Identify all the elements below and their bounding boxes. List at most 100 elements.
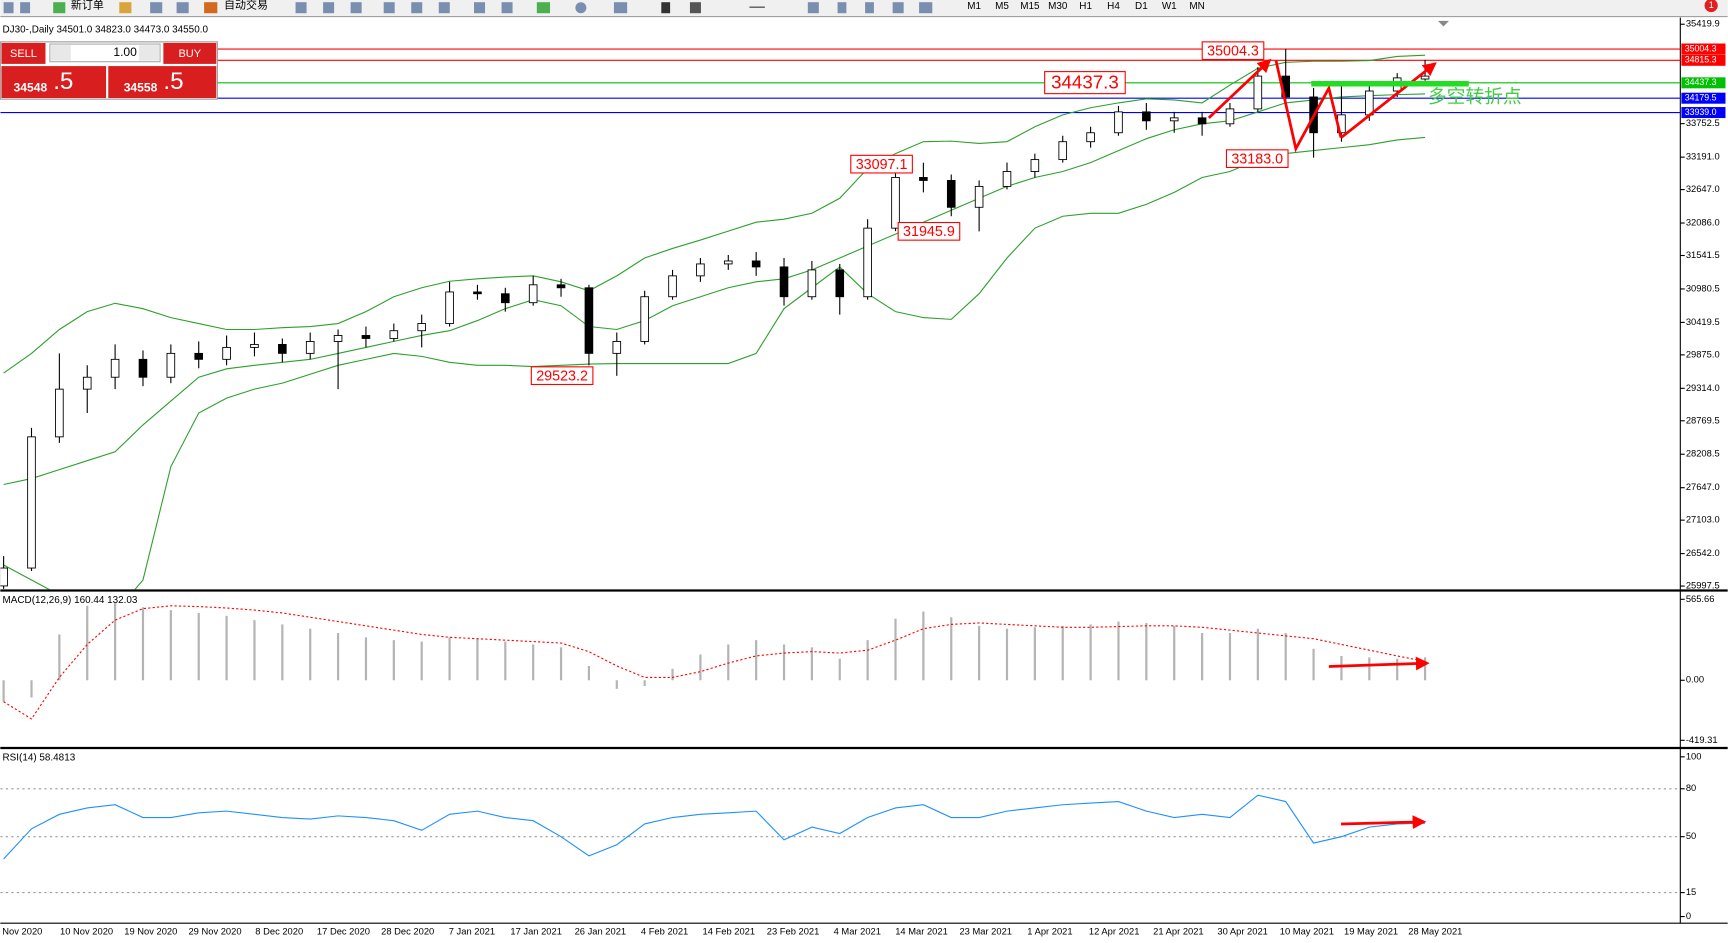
level-label-bg	[1681, 43, 1726, 55]
ask-main: 34558	[124, 80, 158, 94]
icon[interactable]	[661, 2, 671, 14]
lot-input[interactable]	[49, 43, 161, 63]
y-tick-label: 32086.0	[1686, 217, 1720, 227]
x-tick-label: 4 Feb 2021	[641, 926, 688, 936]
timeframe-button[interactable]: M5	[995, 1, 1009, 12]
x-tick-label: 4 Mar 2021	[834, 926, 881, 936]
candle-body	[528, 284, 538, 304]
macd-bar	[1396, 658, 1399, 681]
icon[interactable]	[919, 2, 933, 14]
timeframe-button[interactable]: H1	[1079, 1, 1092, 12]
icon[interactable]	[119, 2, 132, 14]
lot-up[interactable]	[139, 45, 159, 61]
dropdown-arrow[interactable]	[1437, 20, 1449, 27]
icon[interactable]	[350, 2, 362, 14]
timeframe-button[interactable]: MN	[1189, 1, 1204, 12]
icon[interactable]	[438, 2, 450, 14]
macd-bar	[364, 637, 368, 681]
timeframe-button[interactable]: M30	[1048, 1, 1068, 12]
icon[interactable]	[474, 2, 486, 14]
icon[interactable]	[383, 2, 395, 14]
icon[interactable]	[575, 2, 587, 14]
macd-arrow	[1328, 656, 1430, 671]
x-tick-label: 17 Jan 2021	[510, 926, 562, 936]
icon[interactable]	[749, 6, 765, 8]
candle-body	[835, 269, 845, 298]
candle-body	[278, 343, 287, 354]
toolbar-auto-trading[interactable]: 自动交易	[224, 0, 268, 11]
candle-body	[1002, 171, 1012, 187]
icon[interactable]	[176, 2, 189, 14]
icon[interactable]	[865, 2, 874, 14]
icon[interactable]	[536, 2, 551, 14]
candle-body	[807, 269, 817, 298]
icon[interactable]	[3, 2, 14, 14]
trade-panel: SELL 1.00 BUY 34548 .5 34558 .5	[0, 41, 218, 100]
macd-bar	[587, 665, 591, 681]
macd-bar	[532, 644, 535, 681]
bid-box[interactable]	[1, 66, 107, 99]
timeframe-button[interactable]: M15	[1020, 1, 1040, 12]
sell-button[interactable]	[1, 42, 46, 64]
icon[interactable]	[501, 2, 513, 14]
candle-body	[222, 346, 231, 360]
toolbar-new-order[interactable]: 新订单	[71, 0, 104, 11]
y-tick-label: 80	[1686, 783, 1696, 793]
rsi-arrow	[1340, 815, 1427, 829]
macd-bar	[1340, 655, 1343, 681]
icon[interactable]	[53, 2, 66, 14]
macd-bar	[1033, 627, 1036, 681]
lot-down[interactable]	[50, 45, 71, 61]
x-tick-label: 19 Nov 2020	[124, 926, 177, 936]
trend-arrow	[1340, 62, 1437, 139]
candle-body	[445, 291, 454, 325]
y-tick-label: 27647.0	[1686, 482, 1720, 492]
timeframe-button[interactable]: W1	[1162, 1, 1177, 12]
macd-bar	[392, 640, 395, 681]
level-label: 34179.5	[1685, 93, 1717, 103]
bid-main: 34548	[14, 80, 48, 94]
toolbar	[0, 0, 1728, 17]
timeframe-button[interactable]: H4	[1107, 1, 1120, 12]
macd-bar	[810, 647, 813, 681]
macd-bar	[2, 680, 5, 702]
icon[interactable]	[295, 2, 307, 14]
icon[interactable]	[150, 2, 163, 14]
y-tick-label: 27103.0	[1686, 515, 1720, 525]
y-tick-label: 15	[1686, 887, 1696, 897]
icon[interactable]	[892, 2, 904, 14]
macd-bar	[1200, 633, 1204, 681]
timeframe-button[interactable]: M1	[967, 1, 981, 12]
x-tick-label: 8 Dec 2020	[255, 926, 303, 936]
icon[interactable]	[204, 2, 218, 14]
icon[interactable]	[613, 2, 628, 14]
candle-body	[1142, 111, 1151, 122]
icon[interactable]	[689, 2, 701, 14]
candle-body	[919, 177, 928, 181]
candle-body	[612, 341, 622, 354]
icon[interactable]	[323, 2, 335, 14]
y-tick-label: 35419.9	[1686, 19, 1720, 29]
macd-bar	[1089, 624, 1092, 681]
candle-body	[1169, 117, 1179, 122]
price-callout-text: 33097.1	[856, 157, 908, 173]
macd-bar	[1173, 625, 1176, 681]
x-tick-label: 17 Dec 2020	[317, 926, 370, 936]
icon[interactable]	[807, 2, 819, 14]
notification-badge[interactable]	[1704, 0, 1718, 13]
icon[interactable]	[20, 2, 31, 14]
ask-box[interactable]	[108, 66, 217, 99]
x-tick-label: 23 Mar 2021	[959, 926, 1012, 936]
sell-label[interactable]: SELL	[10, 48, 37, 60]
price-callout	[1044, 71, 1126, 95]
timeframe-button[interactable]: D1	[1135, 1, 1148, 12]
icon[interactable]	[411, 2, 423, 14]
candle-body	[110, 358, 120, 378]
buy-button[interactable]	[163, 42, 217, 64]
icon[interactable]	[837, 2, 847, 14]
price-callout-text: 31945.9	[903, 224, 955, 240]
x-tick-label: 28 Dec 2020	[381, 926, 434, 936]
lot-value[interactable]: 1.00	[113, 45, 137, 59]
buy-label[interactable]: BUY	[178, 48, 201, 60]
